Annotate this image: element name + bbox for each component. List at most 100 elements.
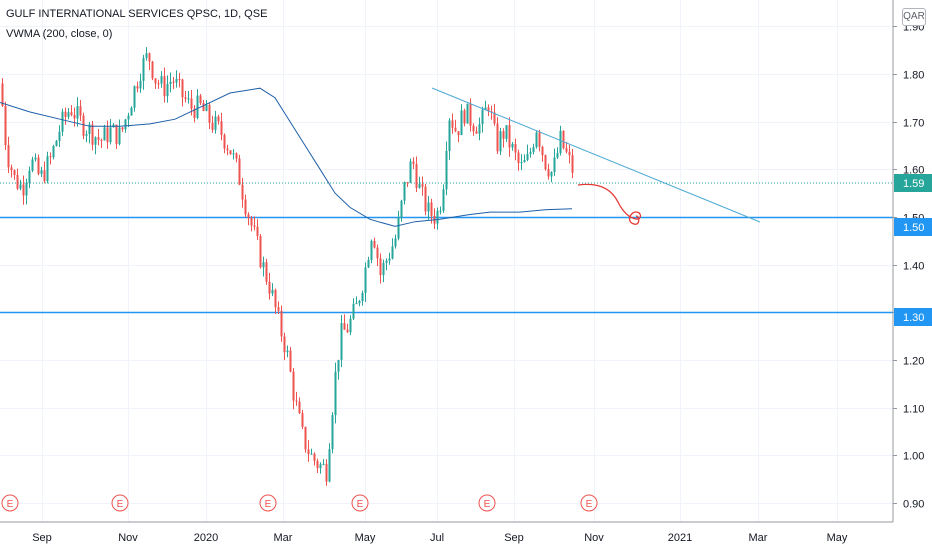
candle-body — [394, 238, 397, 247]
price-tick-label: 1.00 — [903, 451, 924, 463]
candle-body — [139, 80, 142, 89]
candle-body — [373, 240, 376, 248]
candle-body — [466, 103, 469, 124]
price-tick-label: 1.10 — [903, 404, 924, 416]
candle-body — [553, 157, 556, 172]
candle-body — [439, 210, 442, 212]
candle — [502, 128, 505, 148]
time-tick-label: 2021 — [668, 532, 692, 544]
earnings-marker[interactable] — [1, 494, 19, 512]
candle-body — [85, 134, 88, 136]
candle-body — [148, 53, 151, 62]
candle — [118, 119, 121, 146]
candle-body — [100, 139, 103, 141]
candle-body — [31, 159, 34, 171]
candle — [106, 120, 109, 149]
earnings-marker[interactable] — [580, 494, 598, 512]
trendline[interactable] — [431, 87, 761, 223]
candle — [244, 194, 247, 218]
time-axis: Sep Nov 2020 Mar May Jul Sep Nov 2021 Mar May — [32, 532, 848, 544]
candle-body — [484, 107, 487, 110]
candle — [52, 144, 55, 160]
candle-body — [511, 143, 514, 148]
candle-body — [130, 107, 133, 116]
candle-body — [250, 218, 253, 226]
candle — [259, 234, 262, 269]
candle — [97, 128, 100, 146]
candle-body — [127, 115, 130, 120]
currency-badge[interactable]: QAR — [902, 8, 926, 26]
candle — [349, 315, 352, 336]
candle-body — [271, 289, 274, 294]
candle — [430, 198, 433, 224]
time-tick-label: Nov — [118, 532, 138, 544]
candle-body — [235, 153, 238, 159]
candle-body — [385, 260, 388, 263]
candle-body — [268, 281, 271, 294]
candle — [520, 154, 523, 171]
candle — [421, 176, 424, 196]
candle-body — [397, 217, 400, 239]
candle-body — [538, 132, 541, 147]
candle — [16, 168, 19, 191]
candle — [385, 258, 388, 271]
candle-body — [220, 121, 223, 135]
candle — [94, 136, 97, 155]
candle — [325, 459, 328, 486]
projection-drawing[interactable] — [577, 183, 642, 225]
candle-body — [307, 449, 310, 455]
earnings-marker[interactable] — [111, 494, 129, 512]
candle-body — [361, 293, 364, 302]
earnings-marker[interactable] — [351, 494, 369, 512]
candle — [136, 81, 139, 93]
candle — [109, 118, 112, 145]
candle — [223, 133, 226, 154]
candle — [235, 152, 238, 163]
candle-body — [187, 98, 190, 100]
candle — [37, 154, 40, 176]
candle-body — [202, 103, 205, 111]
candle — [328, 443, 331, 483]
candle — [130, 106, 133, 116]
candle-body — [547, 169, 550, 177]
earnings-marker-label: E — [484, 499, 491, 510]
candle — [448, 118, 451, 160]
candle-body — [193, 108, 196, 118]
candle — [538, 129, 541, 152]
candle — [568, 144, 571, 164]
candle — [337, 359, 340, 380]
candle — [364, 262, 367, 303]
candle-body — [94, 137, 97, 145]
candle — [88, 121, 91, 144]
candle-body — [442, 189, 445, 211]
candle-body — [463, 110, 466, 124]
candle-body — [517, 152, 520, 164]
candle-body — [58, 131, 61, 141]
candle — [478, 117, 481, 141]
candle-body — [118, 127, 121, 144]
candle — [496, 117, 499, 155]
earnings-marker[interactable] — [259, 494, 277, 512]
price-tick-label: 1.20 — [903, 356, 924, 368]
earnings-marker[interactable] — [478, 494, 496, 512]
candle — [196, 89, 199, 120]
candle-body — [499, 131, 502, 152]
candle-body — [415, 163, 418, 188]
candle-body — [217, 116, 220, 122]
candle — [199, 93, 202, 105]
earnings-marker-label: E — [117, 499, 124, 510]
candle — [301, 409, 304, 430]
candle-body — [88, 124, 91, 135]
candle-body — [76, 106, 79, 119]
price-tick-label: 1.80 — [903, 70, 924, 82]
candle — [271, 283, 274, 297]
candle — [280, 305, 283, 342]
candle-body — [346, 329, 349, 333]
indicator-legend[interactable]: VWMA (200, close, 0) — [6, 28, 113, 40]
candle-body — [487, 107, 490, 112]
candle-body — [283, 336, 286, 353]
candle — [64, 107, 67, 125]
candle-body — [22, 184, 25, 196]
